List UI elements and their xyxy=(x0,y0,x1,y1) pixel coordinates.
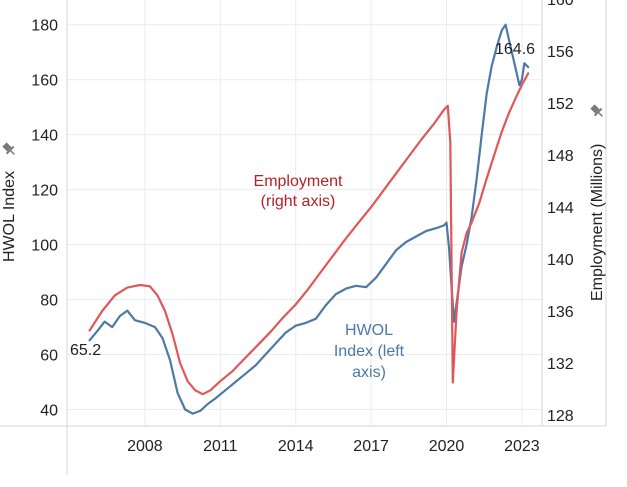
y-right-tick-label: 152 xyxy=(547,96,574,113)
hwol-annotation-line1: HWOL xyxy=(345,322,393,339)
y-right-tick-label: 136 xyxy=(547,304,574,321)
x-tick-labels: 2008 2011 2014 2017 2020 2023 xyxy=(127,438,540,455)
start-value-label: 65.2 xyxy=(70,342,101,359)
y-right-tick-label: 132 xyxy=(547,356,574,373)
y-left-tick-label: 160 xyxy=(31,73,58,90)
y-right-tick-label: 148 xyxy=(547,148,574,165)
end-value-label: 164.6 xyxy=(495,41,535,58)
y-left-tick-label: 60 xyxy=(40,348,58,365)
y-left-axis-title: HWOL Index xyxy=(1,171,18,262)
pin-icon[interactable] xyxy=(1,141,18,158)
y-right-tick-label: 156 xyxy=(547,44,574,61)
hwol-series-line xyxy=(88,23,530,415)
grid xyxy=(67,0,542,426)
x-tick-label: 2023 xyxy=(504,438,540,455)
x-tick-label: 2011 xyxy=(203,438,238,455)
y-right-tick-label: 144 xyxy=(547,200,574,217)
y-right-axis-title: Employment (Millions) xyxy=(589,144,606,301)
y-left-tick-label: 120 xyxy=(31,183,58,200)
plot-frame xyxy=(0,0,607,475)
employment-annotation-line1: Employment xyxy=(254,173,343,190)
y-left-tick-label: 180 xyxy=(31,18,58,35)
x-tick-label: 2008 xyxy=(127,438,163,455)
y-left-tick-label: 140 xyxy=(31,128,58,145)
y-right-tick-label: 128 xyxy=(547,408,574,425)
y-right-tick-labels: 128 132 136 140 144 148 152 156 160 xyxy=(547,0,574,425)
y-right-tick-label: 160 xyxy=(547,0,574,9)
x-tick-label: 2014 xyxy=(278,438,314,455)
x-tick-label: 2020 xyxy=(429,438,465,455)
y-left-tick-label: 80 xyxy=(40,293,58,310)
pin-icon[interactable] xyxy=(589,103,606,120)
y-left-tick-label: 40 xyxy=(40,403,58,420)
y-left-tick-labels: 40 60 80 100 120 140 160 180 xyxy=(31,18,58,420)
y-right-tick-label: 140 xyxy=(547,252,574,269)
hwol-annotation-line2: Index (left xyxy=(334,343,405,360)
hwol-annotation-line3: axis) xyxy=(352,364,386,381)
x-tick-label: 2017 xyxy=(353,438,389,455)
employment-series-line xyxy=(88,72,530,396)
y-left-tick-label: 100 xyxy=(31,238,58,255)
employment-annotation-line2: (right axis) xyxy=(261,193,336,210)
series xyxy=(88,23,530,415)
